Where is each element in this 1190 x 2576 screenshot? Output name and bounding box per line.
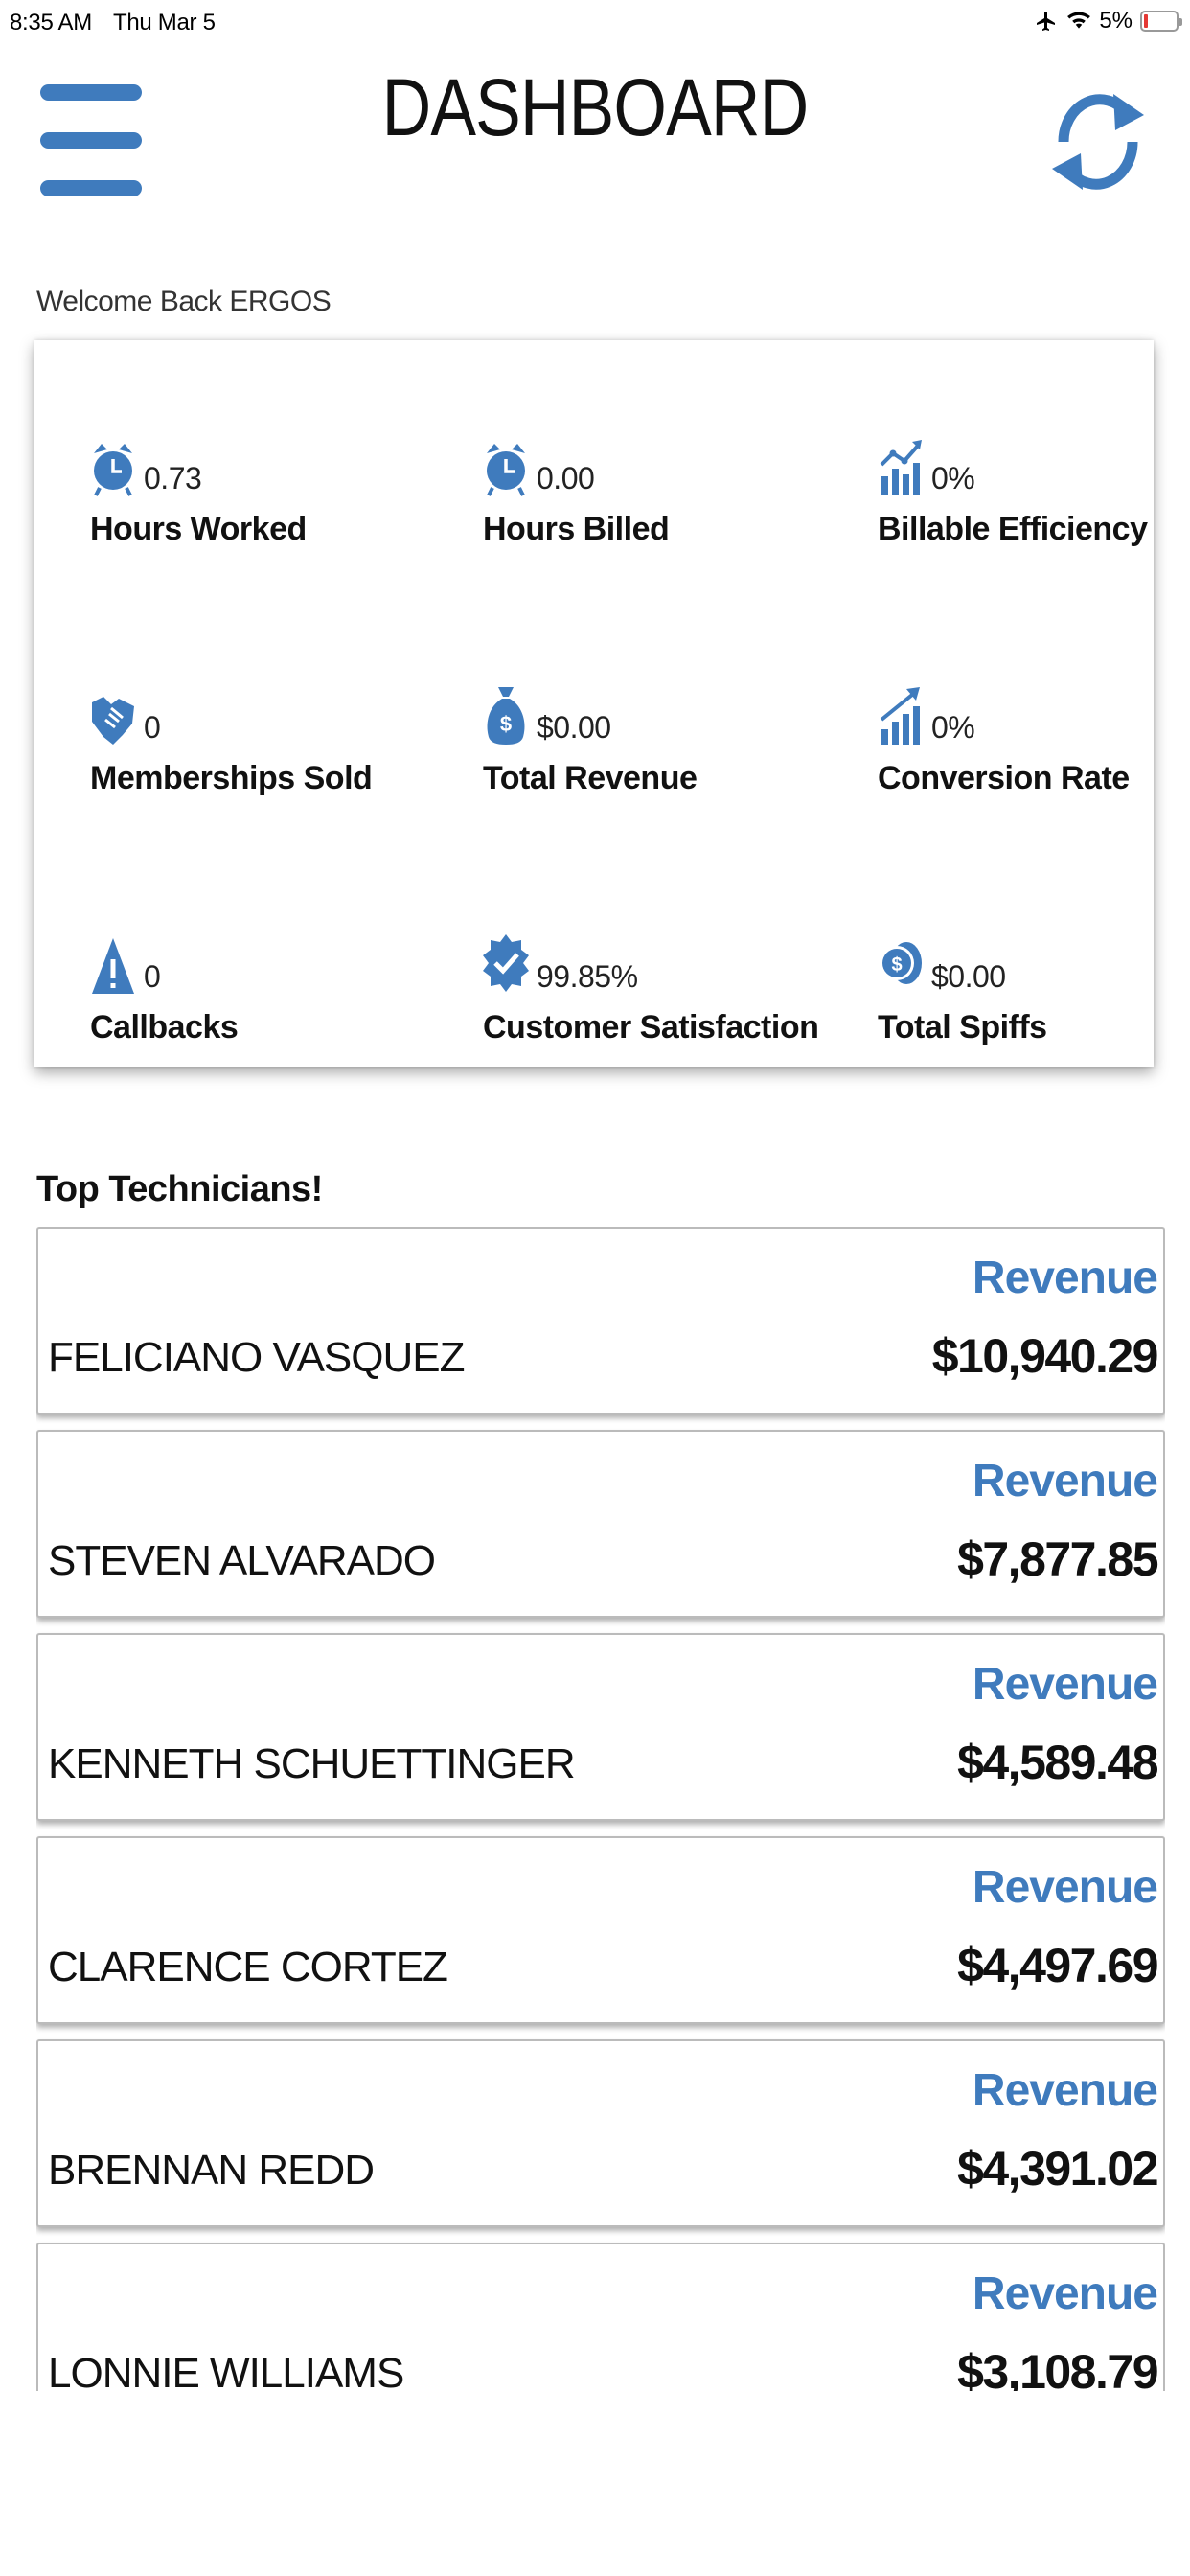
stats-card: 0.73 Hours Worked 0.00 Hours Billed 0% B… [34,340,1154,1067]
stat-total-spiffs: $ $0.00 Total Spiffs [878,931,1190,1074]
stat-label: Customer Satisfaction [483,1009,819,1046]
hamburger-menu-icon[interactable] [40,84,142,197]
stat-value: $0.00 [931,959,1006,994]
stat-value: 0% [931,710,975,745]
svg-text:$: $ [891,954,902,976]
stat-customer-satisfaction: 99.85% Customer Satisfaction [483,931,847,1074]
revenue-value: $3,108.79 [957,2345,1158,2391]
status-date: Thu Mar 5 [112,10,216,35]
chart-trend-icon [880,440,922,495]
stat-label: Conversion Rate [878,760,1130,796]
revenue-label: Revenue [972,1456,1158,1506]
status-bar: 8:35 AM Thu Mar 5 5% [0,0,1190,46]
top-technicians-title: Top Technicians! [36,1169,323,1209]
stat-hours-billed: 0.00 Hours Billed [483,432,847,576]
alarm-clock-icon [94,444,132,496]
wifi-icon [1067,12,1091,29]
stat-value: $0.00 [537,710,611,745]
technician-card[interactable]: Revenue BRENNAN REDD $4,391.02 [36,2039,1165,2227]
technician-name: BRENNAN REDD [48,2147,375,2194]
revenue-value: $4,497.69 [957,1939,1158,1992]
stat-label: Hours Worked [90,511,307,547]
warning-icon [92,938,134,994]
revenue-label: Revenue [972,1862,1158,1913]
stat-label: Memberships Sold [90,760,373,796]
revenue-value: $4,391.02 [957,2142,1158,2196]
battery-icon [1140,11,1182,32]
stat-label: Billable Efficiency [878,511,1148,547]
verified-badge-icon [483,934,529,992]
money-bag-icon: $ [487,687,525,745]
revenue-value: $7,877.85 [957,1532,1158,1586]
stat-value: 99.85% [537,959,638,994]
stat-value: 0 [144,710,161,745]
svg-text:$: $ [500,712,512,736]
technician-card[interactable]: Revenue CLARENCE CORTEZ $4,497.69 [36,1836,1165,2024]
stat-callbacks: 0 Callbacks [90,931,454,1074]
stat-value: 0.73 [144,461,202,495]
technician-name: FELICIANO VASQUEZ [48,1334,465,1381]
stat-label: Hours Billed [483,511,670,547]
stat-value: 0% [931,461,975,495]
stat-billable-efficiency: 0% Billable Efficiency [878,432,1190,576]
technician-card[interactable]: Revenue STEVEN ALVARADO $7,877.85 [36,1430,1165,1618]
technician-list[interactable]: Revenue FELICIANO VASQUEZ $10,940.29 Rev… [36,1227,1165,2391]
stat-label: Total Spiffs [878,1009,1047,1046]
status-time: 8:35 AM [10,10,92,35]
airplane-icon [1037,12,1056,31]
refresh-icon[interactable] [1050,75,1146,209]
stat-total-revenue: $ $0.00 Total Revenue [483,681,847,825]
revenue-label: Revenue [972,1253,1158,1303]
stat-value: 0.00 [537,461,595,495]
stat-label: Callbacks [90,1009,239,1046]
technician-name: LONNIE WILLIAMS [48,2350,404,2391]
stat-label: Total Revenue [483,760,698,796]
technician-name: STEVEN ALVARADO [48,1537,436,1584]
revenue-value: $4,589.48 [957,1736,1158,1789]
technician-name: KENNETH SCHUETTINGER [48,1740,576,1787]
coins-icon: $ [880,942,922,984]
stat-conversion-rate: 0% Conversion Rate [878,681,1190,825]
stat-value: 0 [144,959,161,994]
technician-name: CLARENCE CORTEZ [48,1944,448,1990]
page-title: DASHBOARD [381,62,809,152]
technician-card[interactable]: Revenue KENNETH SCHUETTINGER $4,589.48 [36,1633,1165,1821]
technician-card[interactable]: Revenue LONNIE WILLIAMS $3,108.79 [36,2242,1165,2391]
revenue-label: Revenue [972,2268,1158,2319]
alarm-clock-icon [487,444,525,496]
handshake-icon [92,697,134,745]
stat-hours-worked: 0.73 Hours Worked [90,432,454,576]
revenue-label: Revenue [972,2065,1158,2116]
battery-percent: 5% [1099,8,1133,34]
revenue-value: $10,940.29 [931,1329,1159,1383]
stat-memberships-sold: 0 Memberships Sold [90,681,454,825]
revenue-label: Revenue [972,1659,1158,1710]
welcome-message: Welcome Back ERGOS [36,286,332,317]
growth-chart-icon [880,687,920,745]
technician-card[interactable]: Revenue FELICIANO VASQUEZ $10,940.29 [36,1227,1165,1414]
